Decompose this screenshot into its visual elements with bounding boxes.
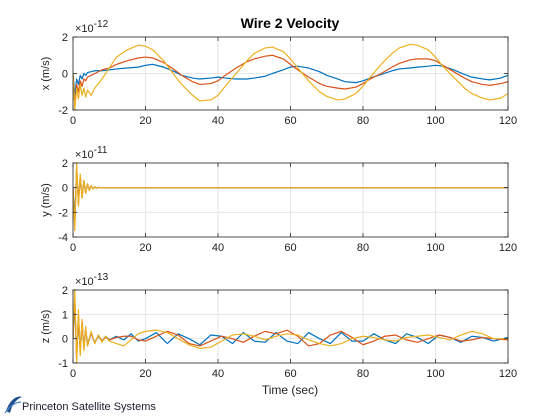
x-tick-label: 120 (499, 242, 517, 254)
y-axis-label: z (m/s) (40, 310, 52, 344)
y-tick-label: -1 (58, 358, 68, 370)
series-line-3 (73, 43, 508, 110)
logo-swoosh-icon (4, 396, 22, 414)
y-tick-label: 2 (62, 158, 68, 170)
x-tick-label: 100 (426, 368, 444, 380)
x-axis-label: Time (sec) (262, 383, 318, 397)
x-tick-label: 60 (284, 242, 296, 254)
x-tick-label: 100 (426, 115, 444, 127)
y-tick-label: 2 (62, 32, 68, 44)
figure-title: Wire 2 Velocity (241, 15, 340, 31)
series-line-3 (73, 163, 508, 232)
y-tick-label: 0 (62, 183, 68, 195)
x-tick-label: 0 (70, 242, 76, 254)
x-tick-label: 120 (499, 368, 517, 380)
y-exponent-label: ×10-11 (75, 145, 108, 161)
x-tick-label: 60 (284, 115, 296, 127)
series-line-2 (73, 54, 508, 107)
x-tick-label: 20 (139, 115, 151, 127)
x-tick-label: 60 (284, 368, 296, 380)
y-tick-label: -2 (58, 207, 68, 219)
y-tick-label: -2 (58, 105, 68, 117)
x-tick-label: 20 (139, 242, 151, 254)
x-tick-label: 80 (357, 115, 369, 127)
princeton-logo: Princeton Satellite Systems (4, 393, 204, 417)
x-tick-label: 40 (212, 115, 224, 127)
x-tick-label: 40 (212, 368, 224, 380)
x-tick-label: 80 (357, 242, 369, 254)
panel-2: 0 20 40 60 80 100 120 -4 -2 0 2 ×10-11 y (m/s) (40, 145, 517, 254)
x-tick-label: 0 (70, 368, 76, 380)
x-tick-label: 0 (70, 115, 76, 127)
x-tick-label: 20 (139, 368, 151, 380)
x-tick-label: 80 (357, 368, 369, 380)
y-tick-label: 2 (62, 285, 68, 297)
y-axis-label: x (m/s) (40, 57, 52, 91)
y-tick-label: 0 (62, 334, 68, 346)
series-line-3 (73, 290, 508, 363)
series-line-1 (73, 63, 508, 96)
y-tick-label: 1 (62, 309, 68, 321)
panel-1: 0 20 40 60 80 100 120-202×10-12x (m/s) (40, 19, 517, 127)
logo-text: Princeton Satellite Systems (22, 401, 156, 413)
y-tick-label: 0 (62, 69, 68, 81)
x-tick-label: 100 (426, 242, 444, 254)
y-exponent-label: ×10-13 (75, 272, 109, 288)
y-exponent-label: ×10-12 (75, 19, 109, 35)
y-axis-label: y (m/s) (40, 183, 52, 217)
x-tick-label: 120 (499, 115, 517, 127)
y-tick-label: -4 (58, 232, 68, 244)
x-tick-label: 40 (212, 242, 224, 254)
